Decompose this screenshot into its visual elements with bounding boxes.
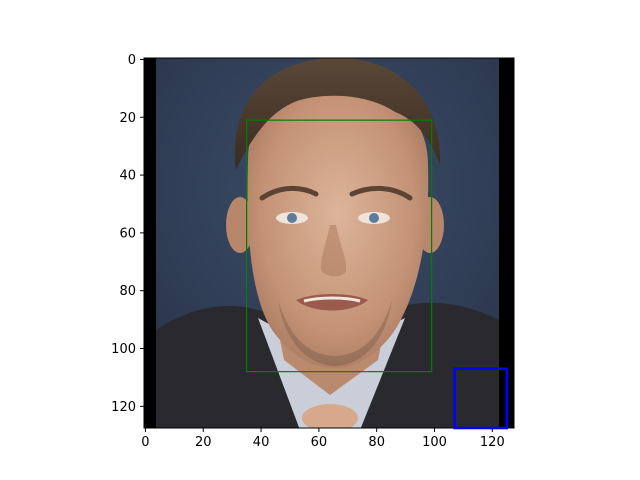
x-tick-label: 40 (253, 435, 270, 450)
annotation-boxes (246, 119, 509, 430)
left-letterbox-bar (144, 58, 156, 428)
x-axis: 0 20 40 60 80 100 120 (141, 428, 505, 450)
axes-frame (143, 57, 515, 429)
y-tick-label: 120 (111, 400, 136, 415)
x-tick-label: 60 (311, 435, 328, 450)
y-tick-label: 20 (119, 111, 136, 126)
x-tick-label: 20 (195, 435, 212, 450)
right-letterbox-bar (499, 58, 514, 428)
y-tick-label: 40 (119, 169, 136, 184)
y-tick-label: 100 (111, 342, 136, 357)
x-tick-label: 0 (141, 435, 149, 450)
x-tick-label: 100 (422, 435, 447, 450)
y-axis: 0 20 40 60 80 100 120 (111, 53, 144, 415)
secondary-box (453, 367, 509, 430)
y-tick-label: 60 (119, 226, 136, 241)
face-box (246, 119, 433, 373)
x-tick-label: 120 (480, 435, 505, 450)
y-tick-label: 0 (128, 53, 136, 68)
x-tick-label: 80 (368, 435, 385, 450)
y-tick-label: 80 (119, 284, 136, 299)
face-photo (144, 58, 514, 428)
